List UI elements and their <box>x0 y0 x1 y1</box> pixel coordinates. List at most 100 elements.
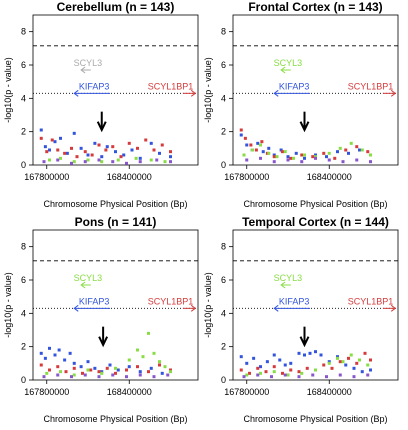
data-point <box>352 375 356 379</box>
data-point <box>327 361 331 365</box>
data-point <box>338 373 342 377</box>
data-point <box>267 146 271 150</box>
y-tick-label: 4 <box>21 93 26 103</box>
data-point <box>297 375 301 379</box>
data-point <box>56 373 60 377</box>
y-tick-label: 6 <box>21 275 26 285</box>
data-point <box>90 153 94 157</box>
gene-arrowhead-scyl3 <box>80 281 86 289</box>
y-tick-label: 0 <box>221 160 226 170</box>
data-point <box>327 158 331 162</box>
gene-label-scyl3: SCYL3 <box>74 58 103 68</box>
data-point <box>116 368 120 372</box>
y-tick-label: 4 <box>221 308 226 318</box>
data-point <box>336 150 339 154</box>
panel-title: Cerebellum (n = 143) <box>57 0 175 14</box>
data-point <box>72 366 76 370</box>
gene-label-scyl3: SCYL3 <box>274 58 303 68</box>
data-point <box>138 156 142 160</box>
data-point <box>239 368 243 372</box>
y-tick-label: 6 <box>21 60 26 70</box>
data-point <box>48 346 51 350</box>
data-point <box>252 356 256 360</box>
data-point <box>83 373 87 377</box>
data-point <box>160 143 164 147</box>
y-tick-label: 2 <box>21 127 26 137</box>
gene-label-kifap3: KIFAP3 <box>79 81 110 91</box>
data-point <box>86 360 90 364</box>
data-point <box>43 356 47 360</box>
data-point <box>303 353 306 357</box>
data-point <box>48 158 51 162</box>
data-point <box>250 148 254 152</box>
data-point <box>366 363 370 367</box>
data-point <box>169 370 172 374</box>
data-point <box>272 160 276 164</box>
data-point <box>358 358 361 362</box>
gene-label-scyl3: SCYL3 <box>74 273 103 283</box>
panel-1: Cerebellum (n = 143) SCYL3 SCYL1BP1 KIFAP3 0… <box>3 0 199 209</box>
data-point <box>100 155 104 159</box>
data-point <box>272 155 276 159</box>
data-point <box>75 155 79 159</box>
y-axis-label: -log10(p - value) <box>3 272 13 338</box>
data-point <box>136 365 139 369</box>
data-point <box>125 375 128 379</box>
data-point <box>242 375 246 379</box>
data-point <box>311 373 315 377</box>
panel-4: Temporal Cortex (n = 144) SCYL3 SCYL1BP1 KI… <box>203 215 399 424</box>
data-point <box>79 365 83 369</box>
gene-label-scyl1bp1: SCYL1BP1 <box>148 81 194 91</box>
data-point <box>138 370 142 374</box>
data-point <box>65 151 69 155</box>
data-point <box>336 355 339 359</box>
data-point <box>278 358 282 362</box>
data-point <box>297 370 301 374</box>
data-point <box>275 155 279 159</box>
data-point <box>127 365 131 369</box>
data-point <box>319 353 323 357</box>
data-point <box>72 373 76 377</box>
data-point <box>245 143 249 147</box>
data-point <box>111 373 115 377</box>
data-point <box>56 158 60 162</box>
data-point <box>314 156 317 160</box>
data-point <box>42 375 46 379</box>
x-tick-label: 168400000 <box>107 172 152 182</box>
y-tick-label: 8 <box>21 27 26 37</box>
data-point <box>169 150 172 154</box>
data-point <box>105 145 109 149</box>
x-tick-label: 167800000 <box>24 172 69 182</box>
data-point <box>86 158 90 162</box>
panel-title: Frontal Cortex (n = 143) <box>248 0 382 14</box>
x-tick-label: 167800000 <box>224 387 269 397</box>
x-axis-label: Chromosome Physical Position (Bp) <box>243 414 387 424</box>
data-point <box>333 156 337 160</box>
data-point <box>39 136 43 140</box>
data-point <box>104 148 108 152</box>
data-point <box>292 156 295 160</box>
data-point <box>286 155 290 159</box>
plot-frame <box>32 229 199 381</box>
data-point <box>260 140 264 144</box>
data-point <box>360 370 364 374</box>
data-point <box>141 355 145 359</box>
data-point <box>314 155 317 159</box>
gene-label-kifap3: KIFAP3 <box>79 296 110 306</box>
x-axis-label: Chromosome Physical Position (Bp) <box>43 414 187 424</box>
data-point <box>169 155 172 159</box>
data-point <box>261 150 265 154</box>
data-point <box>147 331 150 335</box>
data-point <box>294 151 298 155</box>
data-point <box>243 136 247 140</box>
data-point <box>53 353 57 357</box>
data-point <box>254 148 258 152</box>
data-point <box>347 356 350 360</box>
y-tick-label: 6 <box>221 60 226 70</box>
data-point <box>50 138 54 142</box>
x-tick-label: 167800000 <box>24 387 69 397</box>
data-point <box>147 370 150 374</box>
y-axis-label: -log10(p - value) <box>203 272 213 338</box>
data-point <box>39 351 43 355</box>
data-point <box>366 373 370 377</box>
